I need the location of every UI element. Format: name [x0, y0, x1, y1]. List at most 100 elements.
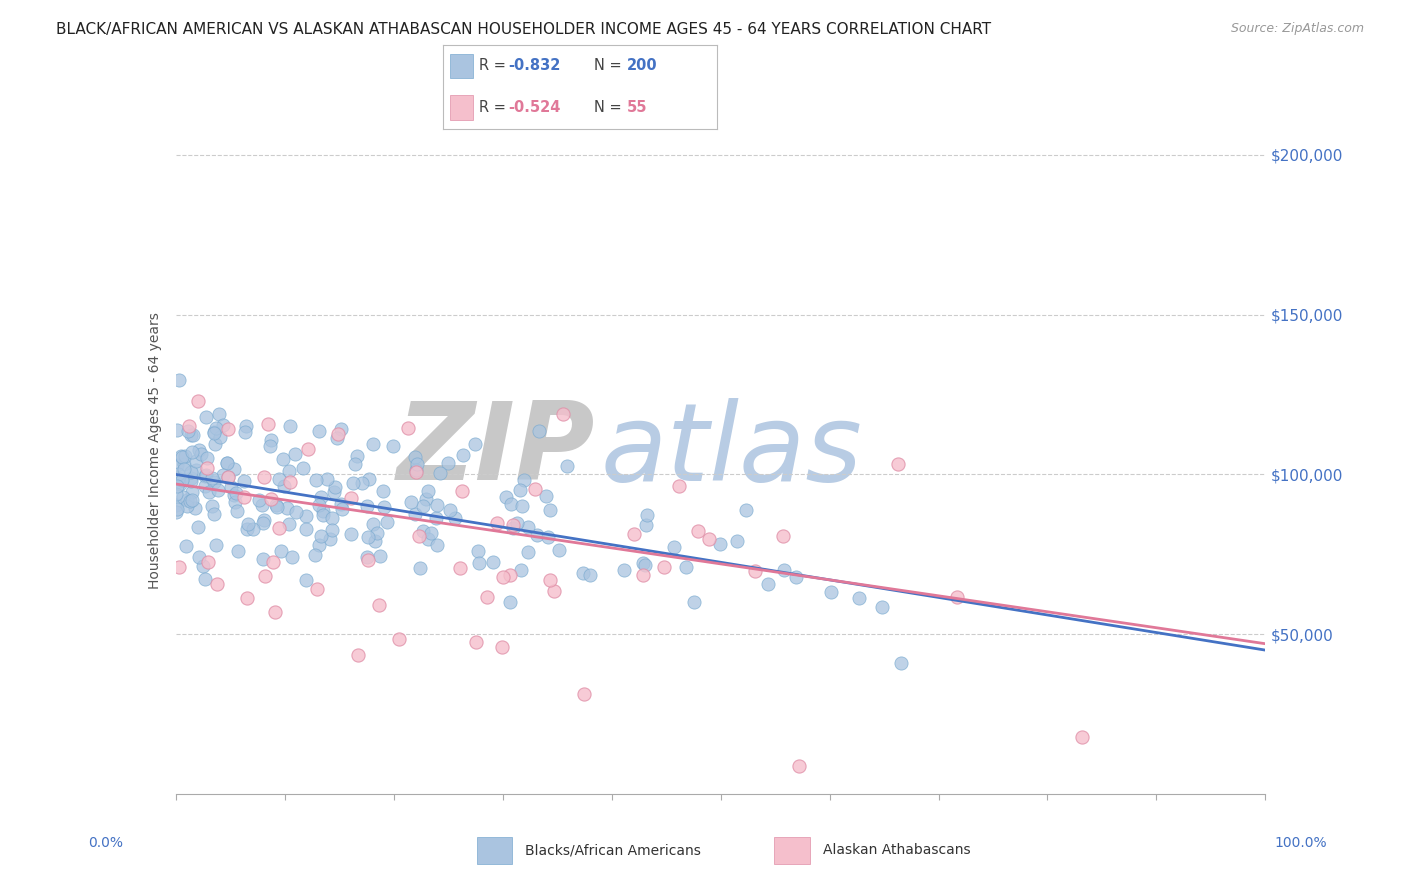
Point	[499, 594, 522, 608]
Point	[415, 491, 437, 506]
Point	[538, 503, 561, 517]
Text: 200: 200	[627, 58, 657, 73]
Point	[186, 453, 208, 467]
Point	[170, 473, 193, 487]
Text: Blacks/African Americans: Blacks/African Americans	[526, 843, 702, 857]
FancyBboxPatch shape	[450, 95, 472, 120]
Point	[179, 494, 201, 508]
Point	[167, 373, 190, 387]
Point	[495, 490, 517, 504]
Point	[294, 522, 316, 536]
Point	[404, 507, 426, 521]
Point	[343, 457, 366, 471]
Point	[890, 657, 912, 671]
Point	[406, 457, 429, 471]
Point	[381, 439, 404, 453]
Point	[412, 499, 434, 513]
Text: 100.0%: 100.0%	[1274, 836, 1327, 850]
Point	[270, 544, 292, 558]
Text: -0.832: -0.832	[509, 58, 561, 73]
Point	[408, 529, 430, 543]
Point	[787, 759, 810, 773]
Point	[165, 498, 187, 512]
Point	[217, 469, 239, 483]
Point	[260, 491, 283, 506]
Point	[574, 687, 596, 701]
Point	[772, 563, 794, 577]
Point	[512, 473, 534, 487]
Point	[468, 556, 491, 570]
Point	[326, 426, 349, 441]
Point	[281, 549, 304, 564]
Point	[236, 517, 259, 532]
Point	[295, 573, 318, 587]
Point	[548, 543, 571, 558]
Point	[222, 488, 245, 502]
Point	[294, 509, 316, 524]
Point	[482, 555, 505, 569]
Point	[254, 568, 277, 582]
Point	[207, 483, 229, 498]
Point	[176, 492, 198, 507]
Point	[346, 449, 368, 463]
Point	[579, 567, 602, 582]
Point	[208, 407, 231, 421]
Point	[197, 485, 219, 500]
Point	[259, 439, 281, 453]
Point	[187, 520, 209, 534]
Point	[280, 475, 302, 489]
Point	[205, 577, 228, 591]
Point	[205, 538, 228, 552]
Point	[366, 525, 388, 540]
Point	[177, 419, 200, 434]
Point	[226, 504, 249, 518]
Point	[304, 548, 326, 562]
Point	[686, 524, 709, 538]
Point	[326, 431, 349, 445]
Point	[177, 424, 200, 438]
Point	[399, 495, 422, 509]
Point	[266, 498, 288, 512]
Point	[307, 582, 329, 596]
Point	[169, 477, 191, 491]
Point	[233, 475, 256, 489]
Point	[420, 526, 443, 541]
Point	[652, 559, 675, 574]
Point	[235, 419, 257, 434]
Point	[356, 499, 378, 513]
Point	[377, 515, 399, 529]
Point	[756, 577, 779, 591]
Point	[499, 568, 522, 582]
Point	[426, 499, 449, 513]
Text: 55: 55	[627, 100, 647, 115]
Point	[204, 421, 226, 435]
Point	[371, 484, 394, 499]
Point	[166, 458, 188, 473]
Point	[180, 465, 202, 479]
Point	[359, 472, 381, 486]
Point	[202, 507, 225, 521]
Point	[368, 549, 391, 563]
Point	[166, 501, 188, 516]
Point	[224, 495, 246, 509]
Point	[363, 436, 385, 450]
Point	[887, 457, 910, 471]
Point	[319, 532, 342, 546]
Point	[172, 490, 194, 504]
Point	[357, 530, 380, 544]
Point	[166, 487, 188, 501]
Text: ZIP: ZIP	[396, 398, 595, 503]
Point	[233, 490, 256, 504]
Point	[170, 450, 193, 465]
Point	[1070, 731, 1092, 745]
Point	[321, 511, 343, 525]
Point	[848, 591, 870, 606]
Text: N =: N =	[593, 58, 621, 73]
Point	[321, 523, 343, 537]
Point	[373, 500, 395, 514]
Point	[209, 429, 232, 443]
Point	[329, 497, 352, 511]
Point	[284, 447, 307, 461]
Point	[543, 583, 565, 598]
Point	[634, 558, 657, 573]
